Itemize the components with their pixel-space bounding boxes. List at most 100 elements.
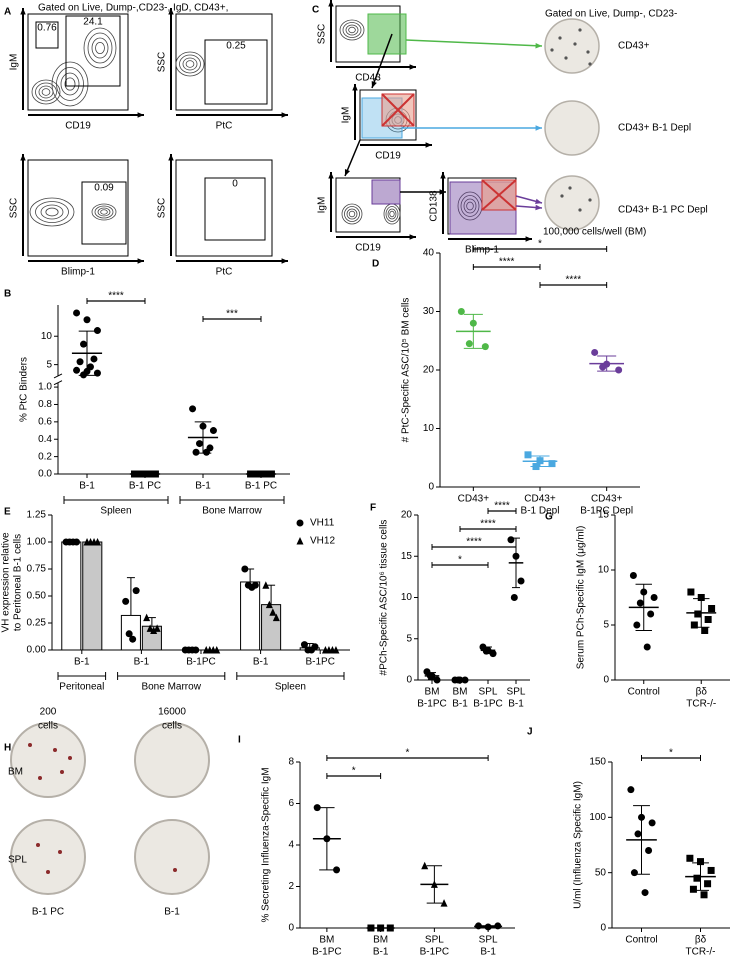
arrow-head — [168, 154, 174, 161]
data-point — [421, 861, 429, 870]
data-point — [73, 366, 81, 374]
flow-contour — [87, 32, 113, 64]
data-point — [93, 369, 101, 377]
flow-contour — [94, 205, 114, 219]
data-point — [704, 880, 712, 888]
x-tick-label: B-1 — [480, 947, 496, 958]
y-axis-label: U/ml (Influenza Specific IgM) — [573, 781, 584, 909]
flow-y-label: IgM — [317, 197, 328, 214]
gate — [65, 15, 121, 87]
arrow-head — [535, 125, 542, 131]
data-point — [465, 340, 473, 348]
flow-contour — [29, 197, 75, 227]
flow-x-label: PtC — [216, 267, 233, 278]
significance-label: * — [458, 555, 462, 566]
significance-label: **** — [566, 275, 582, 286]
flow-x-label: Blimp-1 — [61, 267, 95, 278]
arrow-head — [281, 258, 288, 264]
data-point — [686, 854, 694, 862]
x-tick-label: B-1PC — [420, 947, 449, 958]
data-point — [489, 650, 497, 658]
arrow-head — [409, 234, 416, 240]
y-tick-label: 10 — [41, 331, 53, 342]
flow-x-label: CD19 — [65, 121, 91, 132]
x-tick-label: SPL — [507, 687, 526, 698]
significance-label: * — [669, 748, 673, 759]
flow-contour — [389, 210, 395, 218]
arrow-head — [535, 198, 542, 204]
data-point — [94, 538, 102, 546]
arrow-head — [440, 172, 446, 179]
y-tick-label: 0.25 — [27, 618, 47, 629]
data-point — [189, 405, 197, 413]
well — [544, 100, 600, 156]
data-point — [629, 572, 637, 579]
spot — [588, 198, 592, 202]
y-tick-label: 0.8 — [38, 399, 52, 410]
data-point — [481, 343, 489, 351]
flow-contour — [35, 201, 69, 223]
arrow-head — [137, 112, 144, 118]
flow-contour — [35, 82, 57, 102]
spot — [36, 843, 40, 847]
panel-label: D — [372, 259, 379, 270]
flow-contour — [97, 207, 111, 217]
panel-label: E — [4, 507, 11, 518]
x-tick-label: BM — [453, 687, 468, 698]
x-tick-label: TCR-/- — [686, 947, 716, 958]
flow-contour — [342, 22, 362, 38]
flow-contour — [95, 42, 105, 55]
y-tick-label: 0.2 — [38, 451, 52, 462]
well — [10, 819, 86, 895]
y-tick-label: 0.75 — [27, 564, 47, 575]
flow-x-label: PtC — [216, 121, 233, 132]
flow-x-label: CD19 — [355, 243, 381, 254]
data-point — [80, 371, 88, 379]
y-axis-label: Serum PCh-Specific IgM (μg/ml) — [576, 526, 587, 670]
data-point — [627, 786, 635, 794]
well-note: 100,000 cells/well (BM) — [543, 227, 646, 238]
panel-label: H — [4, 743, 11, 754]
data-point — [129, 635, 137, 643]
data-point — [697, 858, 704, 866]
panel-label: B — [4, 289, 11, 300]
flow-contour — [341, 203, 363, 225]
y-tick-label: 15 — [598, 510, 610, 521]
gate-frequency: 0.76 — [37, 23, 57, 34]
x-tick-label: CD43+ — [524, 494, 556, 505]
x-tick-label: βδ — [695, 935, 707, 946]
spot — [58, 850, 62, 854]
flow-contour — [40, 204, 64, 220]
x-tick-label: B-1 — [452, 699, 468, 710]
flow-x-label: Blimp-1 — [465, 245, 499, 256]
x-tick-label: βδ — [696, 687, 708, 698]
y-tick-label: 5 — [46, 359, 52, 370]
data-point — [645, 847, 653, 855]
flow-contour — [185, 60, 195, 68]
spot — [68, 756, 72, 760]
data-point — [300, 641, 308, 649]
data-point — [125, 630, 133, 638]
data-point — [311, 643, 319, 651]
well — [544, 18, 600, 74]
y-tick-label: 50 — [595, 867, 607, 878]
data-point — [507, 536, 515, 544]
well — [134, 722, 210, 798]
panel-label: I — [238, 735, 241, 746]
y-tick-label: 100 — [589, 812, 606, 823]
data-point — [440, 899, 448, 907]
data-point — [634, 830, 642, 838]
y-tick-label: 1.00 — [27, 537, 47, 548]
significance-label: **** — [499, 257, 515, 268]
data-point — [202, 448, 210, 456]
data-point — [269, 608, 277, 616]
y-tick-label: 150 — [589, 757, 606, 768]
significance-label: **** — [108, 291, 124, 302]
panel-label: A — [4, 7, 11, 18]
flow-y-label: SSC — [9, 198, 20, 219]
x-tick-label: B-1PC — [186, 657, 215, 668]
column-label: 200 — [40, 707, 57, 718]
data-point — [433, 676, 441, 684]
x-tick-label: CD43+ — [591, 494, 623, 505]
